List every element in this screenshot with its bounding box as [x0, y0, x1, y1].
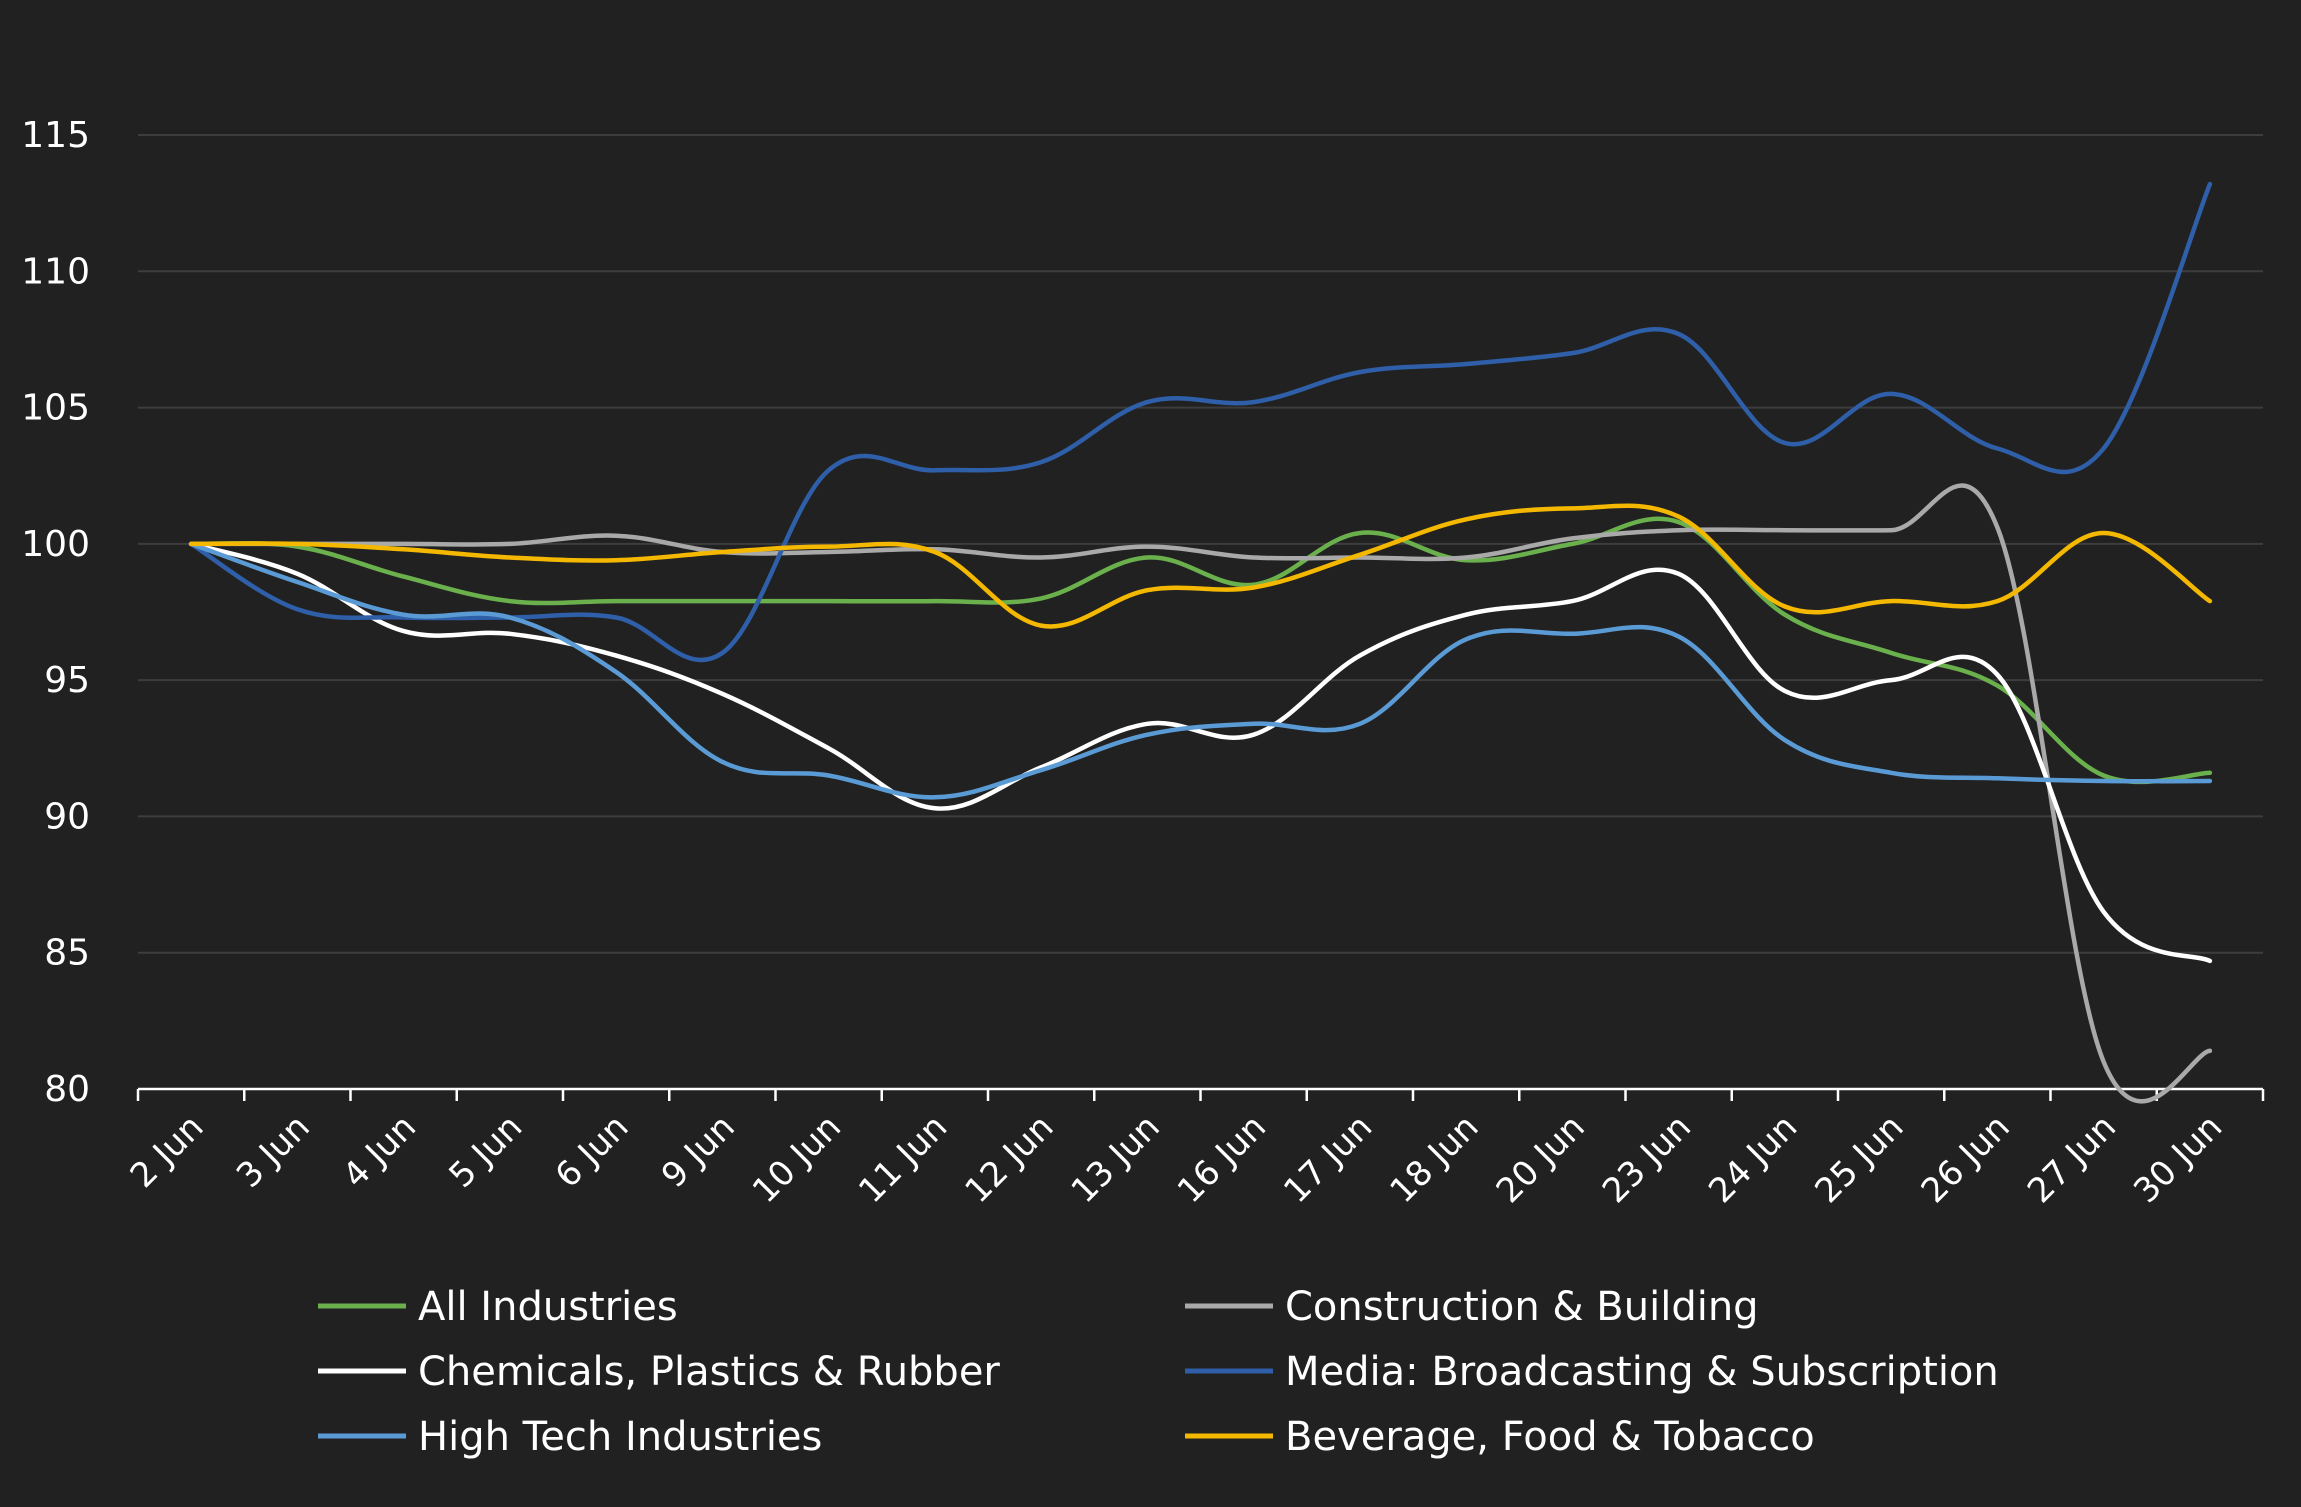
legend-item: Construction & Building	[1185, 1284, 1759, 1330]
x-tick-label: 6 Jun	[548, 1107, 637, 1196]
x-tick-label: 4 Jun	[335, 1107, 424, 1196]
legend-item: All Industries	[318, 1284, 678, 1330]
x-tick-label: 20 Jun	[1489, 1107, 1593, 1211]
x-tick-label: 9 Jun	[654, 1107, 743, 1196]
legend: All Industries Construction & Building Che…	[318, 1284, 1999, 1460]
y-tick-label: 115	[21, 115, 90, 156]
x-tick-label: 17 Jun	[1276, 1107, 1380, 1211]
y-tick-label: 90	[44, 796, 90, 837]
legend-label: Construction & Building	[1285, 1284, 1759, 1330]
legend-label: Media: Broadcasting & Subscription	[1285, 1349, 1999, 1395]
x-tick-label: 23 Jun	[1595, 1107, 1699, 1211]
x-tick-label: 2 Jun	[123, 1107, 212, 1196]
x-tick-label: 27 Jun	[2020, 1107, 2124, 1211]
y-tick-label: 85	[44, 933, 90, 974]
legend-label: Beverage, Food & Tobacco	[1285, 1414, 1815, 1460]
x-tick-label: 5 Jun	[441, 1107, 530, 1196]
legend-label: High Tech Industries	[418, 1414, 822, 1460]
series-line-4	[188, 541, 2213, 800]
legend-label: Chemicals, Plastics & Rubber	[418, 1349, 1000, 1395]
y-axis: 115 110 105 100 95 90 85 80	[21, 115, 90, 1110]
series-line-3	[188, 181, 2213, 663]
y-tick-label: 110	[21, 251, 90, 292]
legend-item: Media: Broadcasting & Subscription	[1185, 1349, 1999, 1395]
y-tick-label: 100	[21, 524, 90, 565]
legend-item: High Tech Industries	[318, 1414, 822, 1460]
series-lines	[188, 181, 2213, 1104]
legend-label: All Industries	[418, 1284, 678, 1330]
x-tick-label: 25 Jun	[1807, 1107, 1911, 1211]
x-axis: 2 Jun 3 Jun 4 Jun 5 Jun 6 Jun 9 Jun 10 Jun 11 J…	[123, 1087, 2265, 1211]
x-tick-label: 11 Jun	[851, 1107, 955, 1211]
legend-item: Chemicals, Plastics & Rubber	[318, 1349, 1000, 1395]
y-tick-label: 105	[21, 388, 90, 429]
x-tick-label: 10 Jun	[745, 1107, 849, 1211]
x-tick-label: 24 Jun	[1701, 1107, 1805, 1211]
x-tick-label: 16 Jun	[1170, 1107, 1274, 1211]
x-tick-label: 13 Jun	[1064, 1107, 1168, 1211]
x-tick-label: 12 Jun	[957, 1107, 1061, 1211]
series-line-0	[188, 516, 2213, 785]
x-tick-label: 3 Jun	[229, 1107, 318, 1196]
series-line-1	[188, 483, 2213, 1104]
y-tick-label: 95	[44, 660, 90, 701]
series-line-2	[188, 541, 2213, 964]
series-line-5	[188, 503, 2213, 629]
y-tick-label: 80	[44, 1069, 90, 1110]
legend-item: Beverage, Food & Tobacco	[1185, 1414, 1815, 1460]
x-tick-label: 18 Jun	[1382, 1107, 1486, 1211]
x-tick-label: 30 Jun	[2126, 1107, 2230, 1211]
x-tick-label: 26 Jun	[1914, 1107, 2018, 1211]
